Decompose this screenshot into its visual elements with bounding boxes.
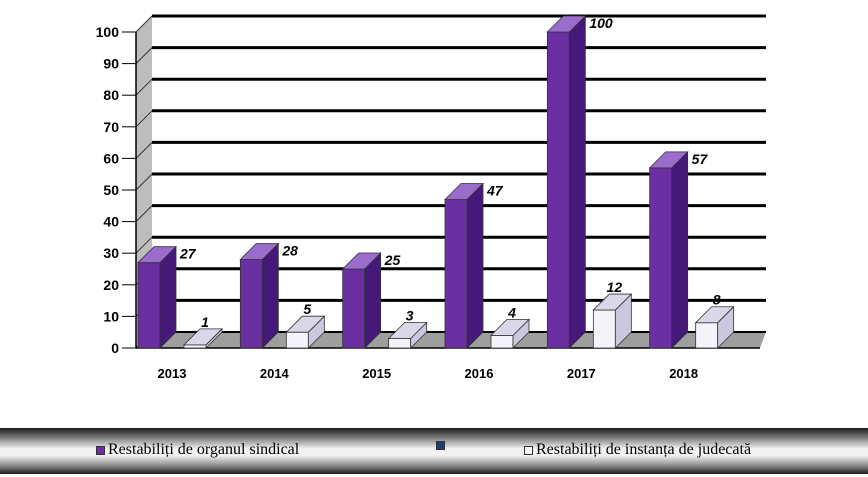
y-tick-label: 40 xyxy=(103,214,119,230)
data-label-series-1: 57 xyxy=(692,151,709,167)
bar-series-3-front xyxy=(183,344,207,349)
bar-series-3-front xyxy=(490,334,514,349)
legend-item-series-2 xyxy=(436,441,448,450)
legend-swatch-series-2 xyxy=(436,441,445,450)
legend-item-series-3: Restabiliți de instanța de judecată xyxy=(524,441,751,459)
y-tick-label: 90 xyxy=(103,56,119,72)
chart-legend: Restabiliți de organul sindical Restabil… xyxy=(0,428,868,474)
bar-series-1-top xyxy=(341,252,382,270)
bar-series-3-front xyxy=(388,338,412,349)
bar-chart: 0 10 20 30 40 50 60 70 80 90 100 27 1 2013 28 5 2014 25 3 2… xyxy=(96,14,766,381)
bar-series-1-side xyxy=(568,15,586,349)
bar-series-1-front xyxy=(444,199,468,349)
data-label-series-3: 1 xyxy=(201,314,209,330)
gridline-depth xyxy=(135,47,153,64)
bar-series-3-top xyxy=(285,315,326,333)
bar-series-3-front xyxy=(592,309,616,349)
bar-series-3-top xyxy=(490,318,530,336)
x-tick-label: 2018 xyxy=(669,366,698,381)
y-tick-label: 100 xyxy=(96,24,120,40)
bar-series-3-top xyxy=(387,322,428,339)
legend-label-series-3: Restabiliți de instanța de judecată xyxy=(536,441,752,458)
y-tick-label: 10 xyxy=(103,308,119,324)
bar-series-1-top xyxy=(546,15,587,33)
bar-series-1-front xyxy=(546,31,570,349)
data-label-series-3: 5 xyxy=(303,301,311,317)
x-tick-label: 2017 xyxy=(567,366,596,381)
gridline-depth xyxy=(135,205,153,222)
bar-series-3-front xyxy=(695,322,719,349)
bar-series-1-front xyxy=(649,167,673,349)
gridline-depth xyxy=(135,236,153,254)
x-tick-label: 2014 xyxy=(260,366,290,381)
bar-series-3-top xyxy=(592,293,633,311)
data-label-series-1: 47 xyxy=(486,182,504,198)
y-tick-label: 60 xyxy=(103,150,119,166)
y-tick-label: 0 xyxy=(111,340,119,356)
bar-series-1-side xyxy=(466,182,484,349)
gridline-depth xyxy=(135,78,153,96)
bar-series-1-side xyxy=(671,150,689,349)
bar-series-1-front xyxy=(342,268,366,349)
gridline-depth xyxy=(135,173,153,191)
bar-series-3-top xyxy=(183,328,223,346)
bar-series-1-top xyxy=(444,183,484,200)
bar-series-1-front xyxy=(137,262,161,349)
bar-series-1-side xyxy=(159,245,177,349)
x-tick-label: 2013 xyxy=(158,366,187,381)
legend-swatch-series-3 xyxy=(524,445,533,455)
y-tick-label: 20 xyxy=(103,277,119,293)
data-label-series-1: 100 xyxy=(589,15,613,31)
data-label-series-3: 3 xyxy=(406,308,414,324)
legend-item-series-1: Restabiliți de organul sindical xyxy=(96,441,299,459)
legend-label-series-1: Restabiliți de organul sindical xyxy=(108,441,300,458)
bar-series-1-front xyxy=(239,259,263,349)
bar-series-3-top xyxy=(694,306,735,324)
y-tick-label: 80 xyxy=(103,87,119,103)
gridline-depth xyxy=(135,110,153,128)
y-tick-label: 30 xyxy=(103,245,119,261)
x-tick-label: 2016 xyxy=(465,366,494,381)
y-tick-label: 50 xyxy=(103,182,119,198)
data-label-series-1: 28 xyxy=(281,243,298,259)
y-tick-label: 70 xyxy=(103,119,119,135)
bar-series-1-top xyxy=(137,246,177,264)
legend-swatch-series-1 xyxy=(96,445,105,455)
gridline-depth xyxy=(135,15,153,33)
bar-series-1-top xyxy=(648,151,689,169)
gridline-depth xyxy=(135,142,153,159)
bar-series-1-top xyxy=(239,243,280,260)
bar-series-1-side xyxy=(261,242,279,349)
bar-series-1-side xyxy=(364,252,382,349)
data-label-series-3: 12 xyxy=(607,279,623,295)
data-label-series-1: 27 xyxy=(179,246,197,262)
data-label-series-3: 8 xyxy=(713,292,721,308)
data-label-series-3: 4 xyxy=(507,304,516,320)
data-label-series-1: 25 xyxy=(384,252,401,268)
bar-series-3-front xyxy=(285,331,309,349)
x-tick-label: 2015 xyxy=(362,366,391,381)
